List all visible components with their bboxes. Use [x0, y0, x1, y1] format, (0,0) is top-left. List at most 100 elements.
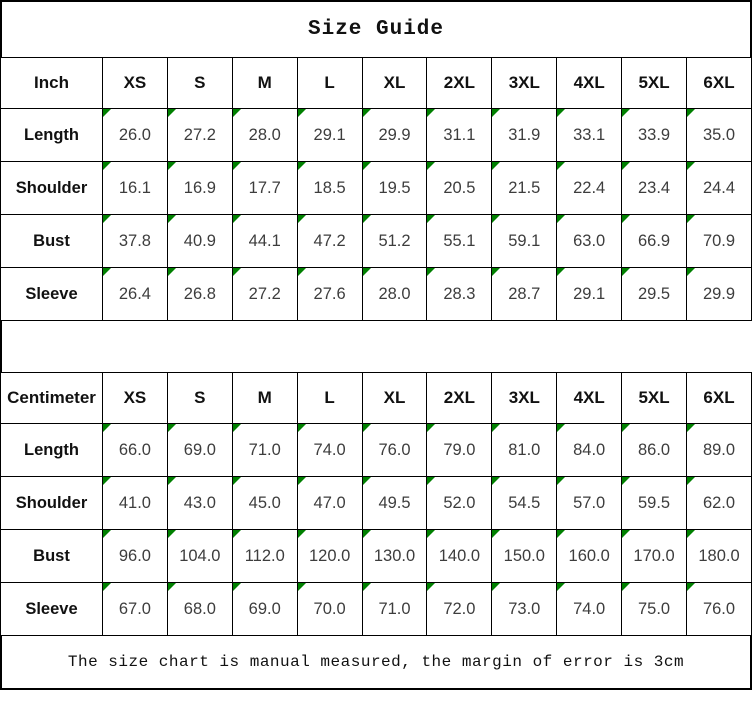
- size-value-cell: 47.0: [296, 476, 363, 530]
- measurement-row: Bust 37.8 40.9 44.1 47.2 51.2 55.1 59.1 63.0 66.9…: [0, 214, 752, 268]
- size-value-cell: 120.0: [296, 529, 363, 583]
- size-value-cell: 66.0: [102, 423, 168, 477]
- size-value: 28.0: [378, 284, 411, 303]
- size-value-cell: 74.0: [296, 423, 363, 477]
- centimeter-size-table: Centimeter XS S M L XL 2XL 3XL 4XL 5XL 6XL Length 66…: [0, 372, 752, 636]
- size-value-cell: 130.0: [361, 529, 428, 583]
- size-value-cell: 70.9: [686, 214, 752, 268]
- size-value: 33.9: [638, 125, 671, 144]
- cell-corner-flag-icon: [168, 268, 176, 276]
- size-value-cell: 31.1: [426, 108, 493, 162]
- size-value-cell: 41.0: [102, 476, 168, 530]
- size-value: 59.1: [508, 231, 541, 250]
- cell-corner-flag-icon: [168, 477, 176, 485]
- cell-corner-flag-icon: [492, 583, 501, 591]
- size-value: 71.0: [248, 440, 281, 459]
- size-value: 16.9: [183, 178, 216, 197]
- cell-corner-flag-icon: [622, 162, 631, 170]
- size-column-header: 6XL: [686, 57, 752, 109]
- size-value-cell: 67.0: [102, 582, 168, 636]
- unit-header-cell: Centimeter: [0, 372, 103, 424]
- size-value: 37.8: [118, 231, 151, 250]
- size-value-cell: 29.9: [686, 267, 752, 321]
- size-value: 16.1: [118, 178, 151, 197]
- cell-corner-flag-icon: [103, 215, 111, 223]
- size-value: 66.9: [638, 231, 671, 250]
- size-value-cell: 76.0: [361, 423, 428, 477]
- size-value-cell: 180.0: [686, 529, 752, 583]
- size-value: 75.0: [638, 599, 671, 618]
- cell-corner-flag-icon: [363, 162, 371, 170]
- size-value-cell: 73.0: [491, 582, 558, 636]
- measurement-row: Shoulder 16.1 16.9 17.7 18.5 19.5 20.5 21.5 22.4…: [0, 161, 752, 215]
- size-value: 72.0: [443, 599, 476, 618]
- size-value: 43.0: [183, 493, 216, 512]
- measurement-row: Length 66.0 69.0 71.0 74.0 76.0 79.0 81.0 84.0 86…: [0, 423, 752, 477]
- size-value: 44.1: [248, 231, 281, 250]
- size-value-cell: 28.0: [361, 267, 428, 321]
- cell-corner-flag-icon: [427, 215, 436, 223]
- cell-corner-flag-icon: [103, 530, 111, 538]
- measurement-row-label: Length: [0, 423, 103, 477]
- cell-corner-flag-icon: [427, 109, 436, 117]
- cell-corner-flag-icon: [363, 424, 371, 432]
- size-column-header: 4XL: [556, 57, 623, 109]
- size-value: 29.9: [378, 125, 411, 144]
- cell-corner-flag-icon: [492, 215, 501, 223]
- size-column-header: 5XL: [621, 57, 688, 109]
- cell-corner-flag-icon: [103, 477, 111, 485]
- size-value-cell: 27.6: [296, 267, 363, 321]
- cell-corner-flag-icon: [557, 162, 566, 170]
- cell-corner-flag-icon: [687, 477, 696, 485]
- cell-corner-flag-icon: [168, 424, 176, 432]
- measurement-row: Sleeve 26.4 26.8 27.2 27.6 28.0 28.3 28.7 29.1 29…: [0, 267, 752, 321]
- size-value: 31.1: [443, 125, 476, 144]
- size-value: 69.0: [248, 599, 281, 618]
- size-value: 20.5: [443, 178, 476, 197]
- size-value-cell: 63.0: [556, 214, 623, 268]
- cell-corner-flag-icon: [557, 215, 566, 223]
- cell-corner-flag-icon: [298, 109, 306, 117]
- size-value: 21.5: [508, 178, 541, 197]
- cell-corner-flag-icon: [298, 424, 306, 432]
- size-column-header: M: [231, 372, 298, 424]
- cell-corner-flag-icon: [168, 162, 176, 170]
- size-value-cell: 69.0: [231, 582, 298, 636]
- size-value: 96.0: [118, 546, 151, 565]
- size-value: 170.0: [633, 546, 675, 565]
- size-column-header: L: [296, 57, 363, 109]
- size-value: 28.7: [508, 284, 541, 303]
- size-value: 33.1: [573, 125, 606, 144]
- measurement-row-label: Bust: [0, 529, 103, 583]
- cell-corner-flag-icon: [622, 215, 631, 223]
- size-value: 79.0: [443, 440, 476, 459]
- size-value: 69.0: [183, 440, 216, 459]
- size-value: 70.0: [313, 599, 346, 618]
- size-value-cell: 70.0: [296, 582, 363, 636]
- size-value-cell: 27.2: [166, 108, 233, 162]
- size-value: 40.9: [183, 231, 216, 250]
- size-column-header: XL: [361, 372, 428, 424]
- size-value-cell: 27.2: [231, 267, 298, 321]
- size-column-header: L: [296, 372, 363, 424]
- size-value: 68.0: [183, 599, 216, 618]
- size-value: 112.0: [244, 546, 285, 565]
- size-value: 45.0: [248, 493, 281, 512]
- cell-corner-flag-icon: [363, 477, 371, 485]
- cell-corner-flag-icon: [233, 424, 241, 432]
- cell-corner-flag-icon: [233, 215, 241, 223]
- cell-corner-flag-icon: [687, 530, 696, 538]
- size-value: 89.0: [702, 440, 736, 459]
- unit-header-cell: Inch: [0, 57, 103, 109]
- size-value: 23.4: [638, 178, 671, 197]
- measurement-row-label: Bust: [0, 214, 103, 268]
- measurement-disclaimer: The size chart is manual measured, the m…: [0, 636, 752, 690]
- size-value: 57.0: [573, 493, 606, 512]
- size-value: 35.0: [702, 125, 736, 144]
- size-value-cell: 104.0: [166, 529, 233, 583]
- size-value-cell: 62.0: [686, 476, 752, 530]
- size-value-cell: 66.9: [621, 214, 688, 268]
- size-value: 29.1: [313, 125, 346, 144]
- size-header-row: Centimeter XS S M L XL 2XL 3XL 4XL 5XL 6XL: [0, 372, 752, 424]
- size-value-cell: 26.8: [166, 267, 233, 321]
